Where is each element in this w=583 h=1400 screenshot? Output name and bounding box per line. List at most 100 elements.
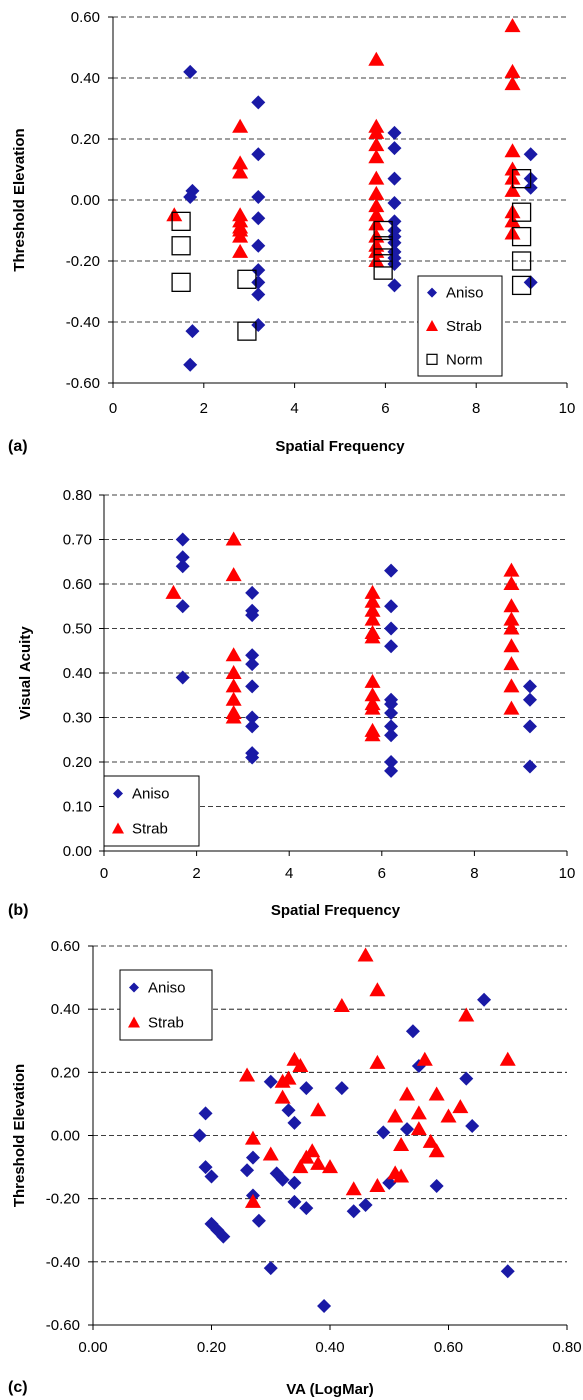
data-point-strab (225, 567, 242, 582)
y-axis-title: Threshold Elevation (11, 128, 28, 271)
data-point-aniso (185, 324, 200, 339)
data-point-aniso (183, 357, 198, 372)
data-point-strab (503, 576, 520, 590)
data-point-aniso (251, 211, 266, 226)
data-point-aniso (251, 189, 266, 204)
data-point-aniso (522, 719, 537, 734)
data-point-aniso (245, 710, 260, 725)
data-point-aniso (281, 1103, 296, 1118)
data-point-norm (511, 226, 532, 247)
x-tick-label: 8 (470, 865, 478, 882)
x-axis-title: Spatial Frequency (275, 438, 405, 455)
data-point-aniso (387, 141, 402, 156)
x-tick-label: 6 (381, 400, 389, 417)
data-point-strab (452, 1099, 469, 1114)
data-point-strab (232, 164, 249, 179)
data-point-aniso (245, 585, 260, 600)
y-axis-title: Threshold Elevation (11, 1064, 28, 1207)
x-axis-title: Spatial Frequency (271, 902, 401, 919)
data-point-aniso (275, 1172, 290, 1187)
x-tick-label: 2 (200, 400, 208, 417)
y-axis-title: Visual Acuity (17, 626, 34, 720)
data-point-strab (368, 198, 385, 213)
data-point-strab (393, 1136, 410, 1151)
data-point-aniso (251, 95, 266, 110)
y-tick-label: -0.40 (46, 1254, 80, 1271)
data-point-aniso (299, 1081, 314, 1096)
data-point-strab (428, 1143, 445, 1158)
data-point-aniso (384, 563, 399, 578)
legend-marker-strab (128, 1016, 140, 1028)
chart-panel-c: -0.60 -0.40 -0.20 0.00 0.20 0.40 0.60 0.00 0.20 0… (8, 938, 582, 1398)
data-point-strab (503, 700, 520, 715)
data-point-norm (373, 260, 393, 280)
data-point-strab (333, 998, 350, 1013)
data-point-norm (171, 211, 191, 232)
data-point-strab (364, 611, 381, 626)
data-point-strab (504, 182, 521, 197)
data-point-aniso (204, 1169, 219, 1184)
data-point-aniso (523, 147, 538, 162)
data-point-aniso (287, 1175, 302, 1190)
data-point-aniso (263, 1261, 278, 1276)
y-tick-label: -0.40 (66, 314, 100, 331)
data-point-strab (368, 170, 385, 185)
x-tick-label: 0.60 (434, 1339, 463, 1356)
legend-box (103, 775, 200, 847)
data-point-aniso (346, 1204, 361, 1219)
data-point-strab (310, 1155, 327, 1170)
legend-box (119, 969, 213, 1041)
data-point-strab (504, 18, 521, 33)
data-point-norm (171, 236, 191, 256)
data-point-strab (368, 216, 385, 231)
data-point-aniso (251, 287, 266, 302)
data-point-aniso (465, 1119, 480, 1134)
data-point-aniso (459, 1071, 474, 1086)
data-point-strab (410, 1121, 427, 1136)
y-tick-label: 0.40 (71, 70, 100, 87)
data-point-strab (503, 638, 520, 653)
y-tick-label: 0.10 (63, 799, 92, 816)
data-point-aniso (245, 648, 260, 663)
data-point-strab (364, 602, 381, 617)
y-tick-label: 0.20 (71, 131, 100, 148)
data-point-aniso (387, 214, 402, 229)
data-point-aniso (317, 1299, 332, 1314)
y-tick-label: -0.60 (46, 1317, 80, 1334)
data-point-norm (373, 248, 393, 268)
y-tick-label: 0.60 (51, 938, 80, 955)
data-point-norm (511, 168, 532, 189)
data-point-aniso (384, 639, 399, 654)
y-tick-label: 0.50 (63, 621, 92, 638)
data-point-aniso (299, 1201, 314, 1216)
data-point-strab (345, 1181, 362, 1196)
data-point-aniso (251, 263, 266, 278)
legend-marker-aniso (113, 788, 123, 799)
data-point-aniso (405, 1024, 420, 1039)
y-tick-label: 0.60 (71, 9, 100, 26)
data-point-aniso (384, 728, 399, 743)
x-tick-label: 4 (290, 400, 298, 417)
legend-marker-norm (426, 353, 438, 365)
data-point-strab (369, 1178, 386, 1193)
data-point-strab (368, 149, 385, 164)
data-point-aniso (400, 1122, 415, 1137)
data-point-aniso (198, 1160, 213, 1175)
data-point-aniso (387, 171, 402, 186)
panel-label: (c) (8, 1379, 28, 1396)
legend-label-strab: Strab (446, 318, 482, 335)
data-point-aniso (240, 1163, 255, 1178)
data-point-aniso (251, 238, 266, 253)
data-point-aniso (287, 1194, 302, 1209)
data-point-strab (244, 1193, 261, 1208)
data-point-strab (422, 1133, 439, 1148)
legend-label-norm: Norm (446, 351, 483, 368)
data-point-strab (364, 593, 381, 608)
x-tick-label: 2 (192, 865, 200, 882)
data-point-aniso (245, 750, 260, 765)
data-point-aniso (384, 706, 399, 721)
data-point-strab (368, 207, 385, 222)
data-point-aniso (500, 1264, 515, 1279)
data-point-strab (364, 673, 381, 688)
